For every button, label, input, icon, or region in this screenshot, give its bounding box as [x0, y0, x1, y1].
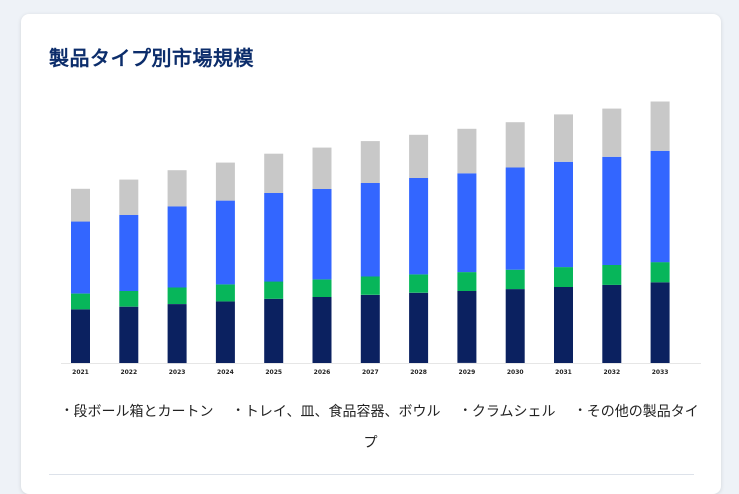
bar-segment-2024-series-2	[215, 284, 235, 302]
bar-segment-2032-series-2	[602, 265, 622, 285]
legend-item: • トレイ、皿、食品容器、ボウル	[236, 404, 441, 420]
chart-card: 製品タイプ別市場規模 2021 2022 2023 2024 2025 2026 2027 2…	[21, 14, 721, 494]
legend-item: • クラムシェル	[463, 404, 556, 420]
bar-segment-2023-series-4	[167, 170, 187, 207]
bar-segment-2028-series-3	[409, 178, 429, 275]
x-tick-label: 2031	[555, 369, 572, 376]
bar-segment-2031-series-3	[554, 161, 573, 268]
bar-segment-2033-series-3	[650, 150, 670, 263]
bar-segment-2021-series-3	[71, 221, 90, 294]
bar-segment-2027-series-3	[360, 183, 380, 277]
bar-segment-2029-series-3	[457, 173, 477, 273]
legend-label: その他の製品タイプ	[363, 403, 699, 451]
x-tick-label: 2021	[72, 369, 89, 376]
bar-segment-2028-series-4	[409, 134, 429, 178]
x-tick-label: 2030	[507, 369, 524, 376]
x-tick-label: 2022	[120, 369, 137, 376]
bar-segment-2021-series-2	[71, 293, 90, 310]
bar-segment-2031-series-2	[554, 267, 573, 287]
legend-bullet: •	[577, 406, 583, 416]
bar-segment-2031-series-1	[554, 287, 573, 363]
bar-segment-2026-series-4	[312, 147, 332, 189]
bar-segment-2025-series-2	[264, 281, 284, 299]
bar-segment-2028-series-1	[409, 292, 429, 363]
bar-segment-2022-series-3	[119, 215, 139, 291]
bar-segment-2023-series-2	[167, 287, 187, 304]
bar-segment-2033-series-4	[650, 101, 670, 151]
chart-title: 製品タイプ別市場規模	[49, 46, 254, 70]
bar-segment-2032-series-4	[602, 108, 622, 157]
bar-segment-2025-series-4	[264, 153, 284, 193]
bar-segment-2027-series-4	[360, 141, 380, 183]
bar-segment-2033-series-1	[650, 282, 670, 363]
bar-segment-2026-series-2	[312, 279, 332, 297]
bar-segment-2021-series-1	[71, 309, 90, 363]
x-tick-label: 2026	[314, 369, 331, 376]
x-tick-label: 2033	[652, 369, 669, 376]
bar-segment-2023-series-3	[167, 206, 187, 288]
bar-segment-2022-series-1	[119, 306, 139, 363]
bar-segment-2024-series-3	[215, 200, 235, 285]
bar-segment-2030-series-4	[505, 122, 525, 168]
x-tick-label: 2029	[459, 369, 476, 376]
legend-label: 段ボール箱とカートン	[73, 403, 214, 420]
bar-segment-2027-series-1	[360, 294, 380, 363]
bar-segment-2029-series-1	[457, 290, 477, 363]
bar-segment-2031-series-4	[554, 114, 573, 162]
legend-bullet: •	[64, 406, 70, 416]
legend-item: • その他の製品タイプ	[364, 404, 699, 451]
bar-segment-2025-series-1	[264, 298, 284, 363]
bar-segment-2028-series-2	[409, 274, 429, 293]
bar-segment-2021-series-4	[71, 188, 90, 222]
legend-label: クラムシェル	[471, 403, 556, 420]
x-tick-label: 2032	[603, 369, 620, 376]
bar-segment-2023-series-1	[167, 304, 187, 364]
bar-segment-2022-series-2	[119, 290, 139, 307]
bar-segment-2024-series-1	[215, 301, 235, 363]
bar-segment-2030-series-3	[505, 167, 525, 270]
x-tick-label: 2024	[217, 369, 234, 376]
bar-segment-2024-series-4	[215, 162, 235, 201]
x-tick-label: 2028	[410, 369, 427, 376]
bar-segment-2029-series-4	[457, 128, 477, 174]
bar-segment-2030-series-1	[505, 289, 525, 363]
stacked-bar-chart: 2021 2022 2023 2024 2025 2026 2027 2028 2029 2030…	[61, 101, 701, 376]
bar-segment-2033-series-2	[650, 262, 670, 283]
divider	[49, 474, 694, 475]
bar-segment-2030-series-2	[505, 269, 525, 290]
x-tick-label: 2027	[362, 369, 379, 376]
bar-segment-2032-series-1	[602, 284, 622, 363]
bar-segment-2026-series-3	[312, 189, 332, 280]
bar-segment-2025-series-3	[264, 193, 284, 282]
bar-segment-2027-series-2	[360, 276, 380, 295]
bar-segment-2026-series-1	[312, 297, 332, 363]
legend-bullet: •	[235, 406, 241, 416]
x-tick-label: 2023	[169, 369, 186, 376]
bar-segment-2032-series-3	[602, 156, 622, 265]
x-tick-label: 2025	[265, 369, 282, 376]
legend-label: トレイ、皿、食品容器、ボウル	[244, 403, 441, 420]
bar-segment-2022-series-4	[119, 179, 139, 215]
bar-segment-2029-series-2	[457, 272, 477, 291]
chart-legend: • 段ボール箱とカートン • トレイ、皿、食品容器、ボウル • クラムシェル • その他の製品…	[51, 396, 701, 459]
legend-item: • 段ボール箱とカートン	[64, 404, 213, 420]
legend-bullet: •	[462, 406, 468, 416]
